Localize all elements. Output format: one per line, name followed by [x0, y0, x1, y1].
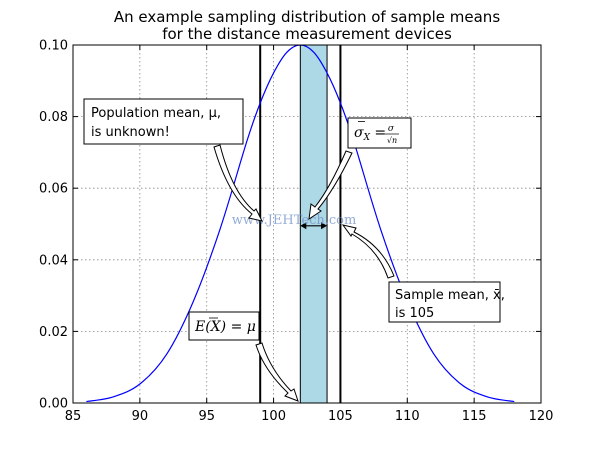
plot-frame [72, 44, 542, 404]
x-tick-label: 120 [529, 409, 554, 424]
arrow-population-mean [213, 144, 263, 222]
annotation-sigma-text: σX = [354, 125, 386, 143]
x-tick-label: 115 [462, 409, 487, 424]
annotation-sample-mean: Sample mean, x̄, is 105 [388, 281, 505, 323]
annotation-population-mean: Population mean, μ, is unknown! [83, 98, 244, 145]
annotation-expected-text: E(X) = μ [194, 319, 256, 335]
annotation-population-mean-line-1: Population mean, μ, [91, 106, 221, 121]
annotation-sample-mean-line-1: Sample mean, x̄, [395, 288, 505, 303]
error-bar-left-arrowhead [300, 222, 307, 230]
x-tick-label: 105 [328, 409, 353, 424]
annotation-population-mean-line-2: is unknown! [91, 125, 170, 140]
y-tick-label: 0.00 [39, 397, 68, 412]
annotation-expected-value: E(X) = μ [188, 311, 260, 341]
watermark-text: www.JEHTech.com [232, 213, 357, 228]
y-tick-label: 0.04 [39, 253, 68, 268]
error-bar [300, 222, 328, 230]
y-axis-ticks: 0.00 0.02 0.04 0.06 0.08 0.10 [39, 39, 541, 412]
x-tick-label: 85 [65, 409, 82, 424]
x-tick-label: 90 [132, 409, 149, 424]
sigma-numerator: σ [388, 124, 395, 134]
error-bar-right-arrowhead [321, 222, 328, 230]
x-tick-label: 95 [198, 409, 215, 424]
y-tick-label: 0.08 [39, 110, 68, 125]
arrow-sigma [308, 150, 353, 221]
chart-title-line-1: An example sampling distribution of samp… [114, 8, 500, 26]
annotation-sample-mean-line-2: is 105 [395, 306, 434, 321]
y-tick-label: 0.02 [39, 325, 68, 340]
y-tick-label: 0.10 [39, 39, 68, 54]
x-tick-label: 110 [395, 409, 420, 424]
chart-title-line-2: for the distance measurement devices [162, 25, 452, 43]
arrow-sample-mean [341, 224, 395, 279]
annotation-sigma: σX = σ √n [347, 117, 412, 149]
normal-curve [86, 45, 515, 403]
arrow-expected-value [255, 342, 299, 402]
y-tick-label: 0.06 [39, 182, 68, 197]
x-tick-label: 100 [261, 409, 286, 424]
sigma-denominator: √n [387, 136, 397, 145]
x-axis-ticks: 85 90 95 100 105 110 115 120 [65, 45, 554, 424]
